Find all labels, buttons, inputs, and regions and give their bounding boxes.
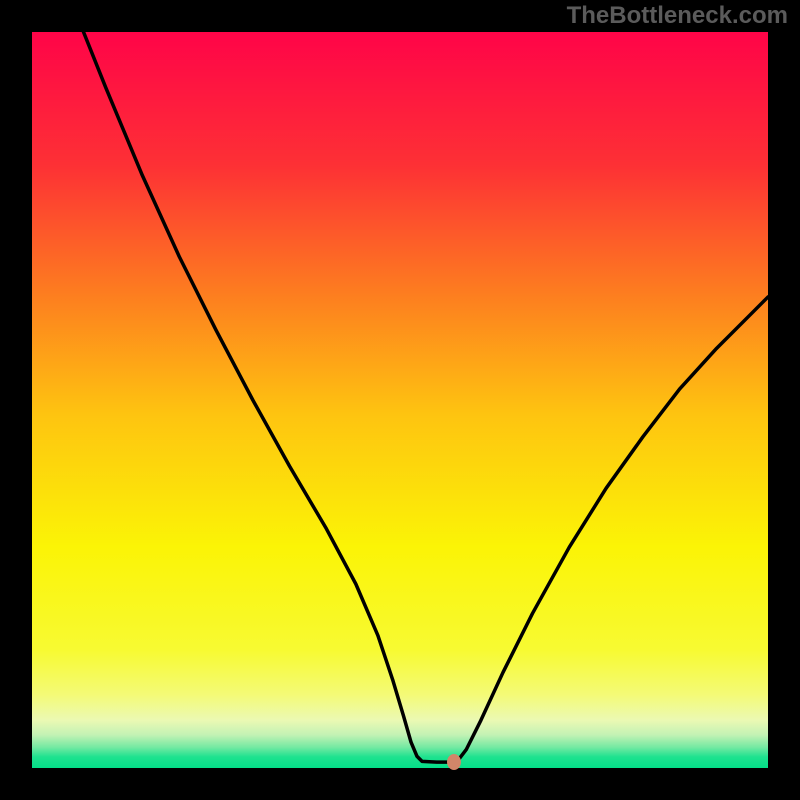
plot-area bbox=[32, 32, 768, 768]
chart-container: TheBottleneck.com bbox=[0, 0, 800, 800]
curve-svg bbox=[32, 32, 768, 768]
optimum-marker bbox=[447, 754, 461, 770]
watermark-text: TheBottleneck.com bbox=[567, 2, 788, 30]
bottleneck-curve bbox=[84, 32, 768, 762]
